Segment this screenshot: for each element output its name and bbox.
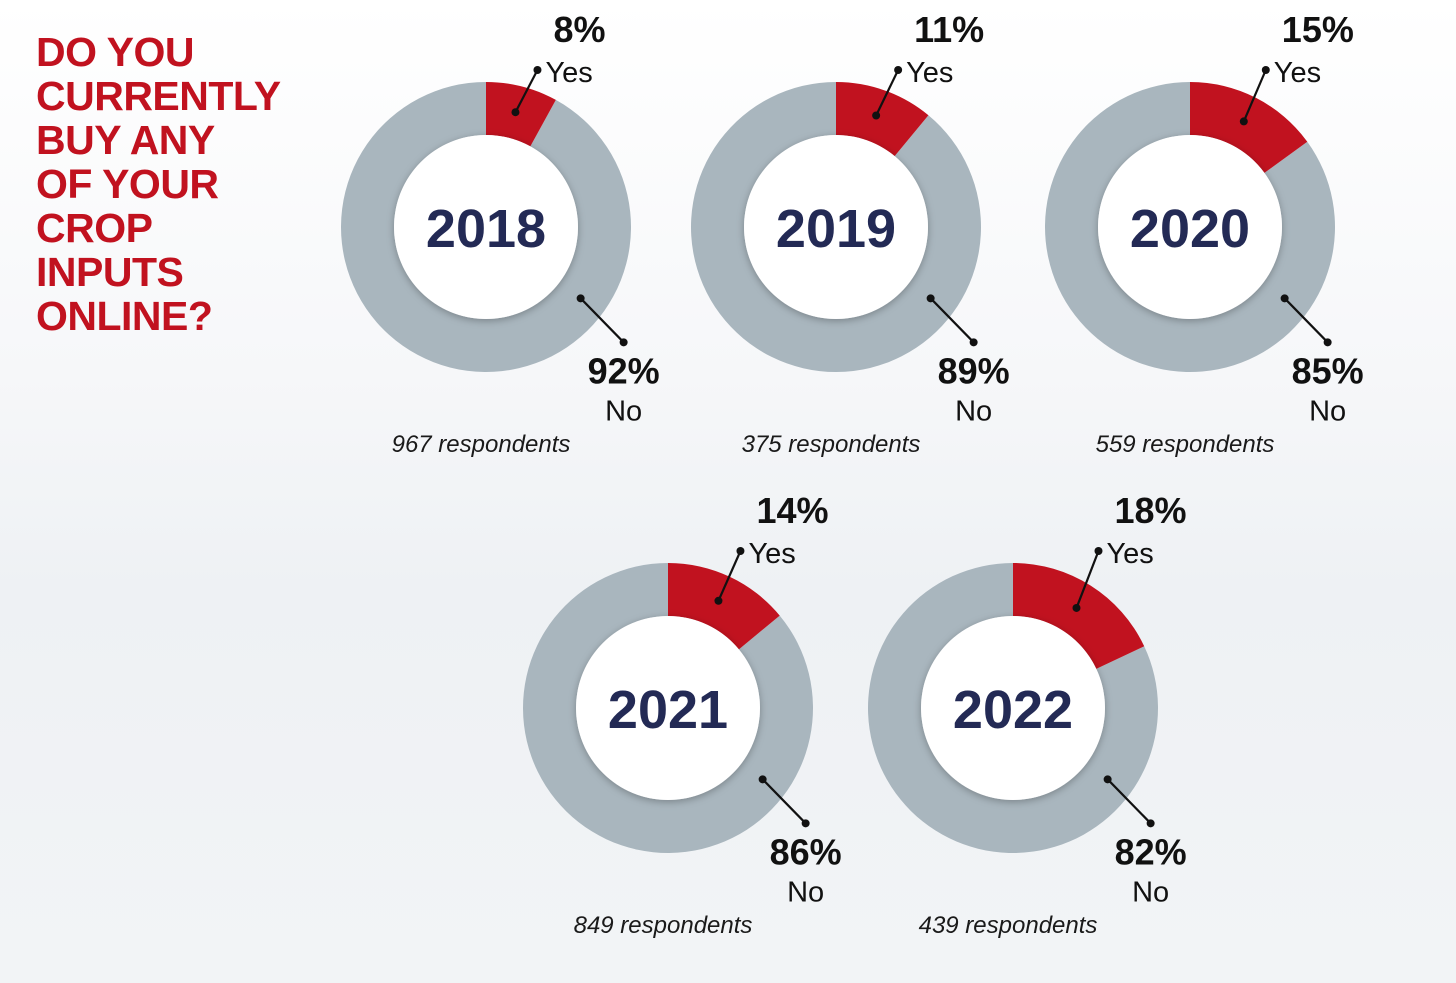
slice-no <box>523 563 814 853</box>
slice-no <box>868 563 1158 853</box>
slice-yes <box>486 82 556 147</box>
no-label: No <box>1132 876 1169 908</box>
no-percent: 85% <box>1292 350 1364 391</box>
year-label: 2022 <box>953 680 1073 740</box>
chart-title: DO YOU CURRENTLY BUY ANY OF YOUR CROP IN… <box>36 29 281 339</box>
yes-percent: 11% <box>914 9 984 50</box>
slice-yes <box>836 82 929 157</box>
donut-chart-2021: 2021 Yes 14% 86% No 849 respondents <box>523 490 842 939</box>
donut-center <box>576 616 760 800</box>
slice-yes <box>1013 563 1145 669</box>
leader-dot <box>576 294 585 303</box>
no-percent: 82% <box>1115 831 1187 872</box>
respondents-caption: 967 respondents <box>392 431 571 458</box>
leader-dot <box>894 66 903 74</box>
yes-percent: 8% <box>553 9 605 50</box>
leader-dot <box>1323 338 1332 347</box>
leader-dot <box>533 66 542 74</box>
leader-dot <box>619 338 628 347</box>
no-label: No <box>787 876 824 908</box>
leader-dot <box>758 775 767 784</box>
yes-percent: 14% <box>756 490 828 531</box>
no-leader-line <box>579 297 625 344</box>
leader-dot <box>1261 66 1270 74</box>
yes-leader-line <box>717 550 742 602</box>
yes-label: Yes <box>1106 538 1153 570</box>
year-label: 2018 <box>426 199 546 259</box>
no-leader-line <box>761 778 807 825</box>
leader-dot <box>801 819 810 828</box>
yes-label: Yes <box>1274 57 1321 89</box>
leader-dot <box>511 108 520 117</box>
donut-chart-2022: 2022 Yes 18% 82% No 439 respondents <box>868 490 1187 939</box>
year-label: 2020 <box>1130 199 1250 259</box>
no-label: No <box>605 395 642 427</box>
leader-dot <box>714 596 723 605</box>
slice-no <box>691 82 981 372</box>
no-label: No <box>955 395 992 427</box>
leader-dot <box>1072 603 1081 612</box>
slice-no <box>1045 82 1336 372</box>
yes-percent: 15% <box>1282 9 1354 50</box>
donut-chart-2018: 2018 Yes 8% 92% No 967 respondents <box>341 9 660 458</box>
leader-dot <box>1239 117 1248 126</box>
year-label: 2019 <box>776 199 896 259</box>
slice-no <box>341 82 631 373</box>
leader-dot <box>1146 819 1155 828</box>
donut-center <box>394 135 578 319</box>
yes-leader-line <box>514 69 539 113</box>
no-percent: 89% <box>938 350 1010 391</box>
leader-dot <box>1103 775 1112 784</box>
donut-center <box>1098 135 1282 319</box>
yes-percent: 18% <box>1114 490 1186 531</box>
donut-chart-2019: 2019 Yes 11% 89% No 375 respondents <box>691 9 1010 458</box>
yes-label: Yes <box>906 57 953 89</box>
yes-leader-line <box>875 69 900 116</box>
respondents-caption: 375 respondents <box>742 431 921 458</box>
respondents-caption: 439 respondents <box>919 912 1098 939</box>
donut-center <box>744 135 928 319</box>
respondents-caption: 849 respondents <box>574 912 753 939</box>
yes-leader-line <box>1075 550 1100 609</box>
slice-yes <box>668 563 780 650</box>
donut-center <box>921 616 1105 800</box>
leader-dot <box>736 547 745 555</box>
no-percent: 92% <box>588 350 660 391</box>
no-percent: 86% <box>770 831 842 872</box>
no-leader-line <box>1283 297 1329 344</box>
respondents-caption: 559 respondents <box>1096 431 1275 458</box>
donut-chart-2020: 2020 Yes 15% 85% No 559 respondents <box>1045 9 1364 458</box>
year-label: 2021 <box>608 680 728 740</box>
leader-dot <box>1094 547 1103 555</box>
no-leader-line <box>1106 778 1152 825</box>
yes-label: Yes <box>748 538 795 570</box>
leader-dot <box>872 111 881 120</box>
no-label: No <box>1309 395 1346 427</box>
leader-dot <box>1280 294 1289 303</box>
slice-yes <box>1190 82 1308 173</box>
yes-leader-line <box>1242 69 1267 122</box>
yes-label: Yes <box>545 57 592 89</box>
leader-dot <box>969 338 978 347</box>
no-leader-line <box>929 297 975 344</box>
leader-dot <box>926 294 935 303</box>
